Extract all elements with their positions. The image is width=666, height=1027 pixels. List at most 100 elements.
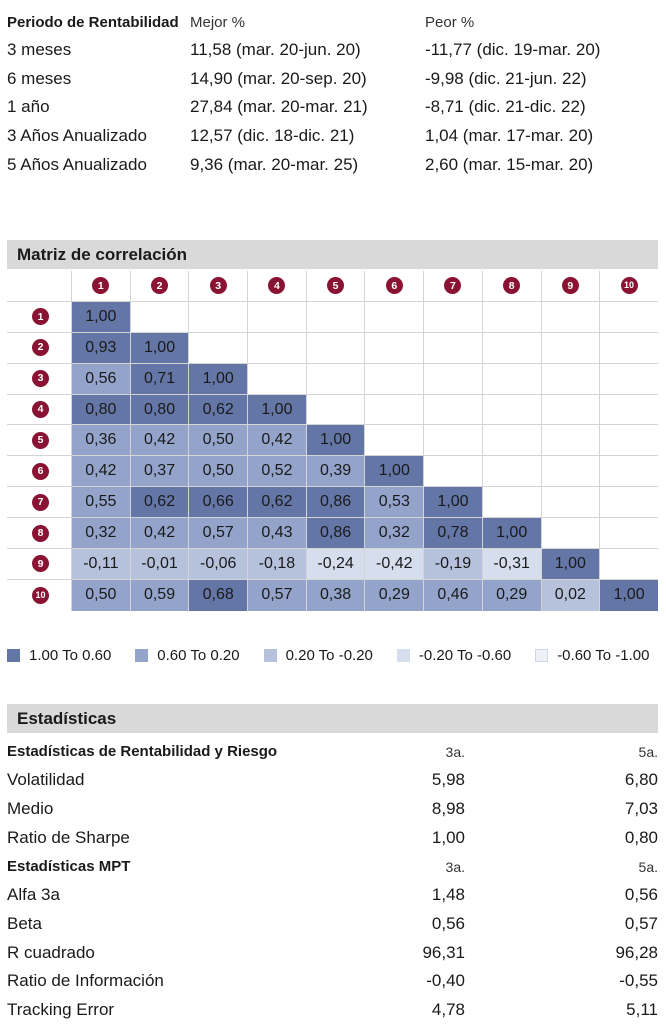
- stats-group-heading: Estadísticas de Rentabilidad y Riesgo 3a…: [7, 737, 658, 766]
- empty-cell: [540, 487, 600, 518]
- correlation-cell: 0,42: [247, 425, 306, 456]
- empty-cell: [599, 518, 658, 549]
- empty-cell: [305, 301, 365, 332]
- stat-3a: 1,00: [431, 827, 465, 847]
- row-number-badge: 4: [32, 401, 49, 418]
- row-number-badge: 3: [32, 370, 49, 388]
- column-header: 9: [540, 271, 600, 301]
- empty-cell: [599, 332, 658, 363]
- empty-cell: [364, 394, 423, 425]
- correlation-cell: 0,50: [188, 456, 248, 487]
- stat-label: Tracking Error: [7, 1000, 115, 1020]
- empty-cell: [423, 425, 482, 456]
- column-header: 1: [71, 271, 130, 301]
- row-header: 9: [7, 549, 71, 579]
- empty-cell: [305, 394, 365, 425]
- legend-label: 0.20 To -0.20: [285, 646, 373, 664]
- correlation-cell: 0,52: [247, 456, 306, 487]
- stat-5a: 96,28: [615, 942, 658, 962]
- stat-label: Beta: [7, 914, 42, 934]
- mejor-cell: 11,58 (mar. 20-jun. 20): [190, 40, 361, 60]
- row-number-badge: 6: [32, 462, 49, 480]
- matrix-corner: [7, 271, 71, 301]
- empty-cell: [305, 332, 365, 363]
- header-peor: Peor %: [425, 13, 475, 31]
- rentabilidad-row: 5 Años Anualizado 9,36 (mar. 20-mar. 25)…: [7, 150, 662, 179]
- empty-cell: [364, 425, 423, 456]
- correlation-cell: 0,80: [129, 394, 189, 425]
- row-number-badge: 1: [32, 308, 49, 326]
- stat-3a: -0,40: [426, 971, 465, 991]
- stat-label: Ratio de Información: [7, 971, 164, 991]
- correlation-cell: 1,00: [540, 549, 600, 579]
- stat-5a: 0,80: [624, 827, 658, 847]
- mejor-cell: 12,57 (dic. 18-dic. 21): [190, 126, 355, 146]
- correlation-cell: 0,57: [247, 579, 306, 611]
- empty-cell: [129, 301, 189, 332]
- empty-cell: [247, 301, 306, 332]
- matrix-row: 8 0,32 0,42 0,57 0,43 0,86 0,32 0,78 1,00: [7, 518, 658, 550]
- correlation-cell: 0,86: [305, 518, 365, 549]
- stat-5a: 7,03: [624, 799, 658, 819]
- row-header: 1: [7, 302, 71, 332]
- correlation-cell: 0,29: [364, 579, 424, 611]
- column-number-badge: 4: [268, 277, 286, 295]
- legend-swatch: [135, 648, 149, 662]
- matrix-header-row: 1 2 3 4 5 6 7 8 9 10: [7, 271, 658, 302]
- correlation-cell: 0,59: [129, 579, 189, 611]
- stat-3a: 8,98: [431, 799, 465, 819]
- col-5a: 5a.: [638, 743, 658, 760]
- row-number-badge: 2: [32, 339, 49, 357]
- correlation-cell: 0,29: [481, 579, 541, 611]
- correlation-cell: 1,00: [247, 394, 306, 425]
- correlation-cell: 0,38: [305, 579, 365, 611]
- legend-swatch: [7, 648, 20, 662]
- correlation-cell: 1,00: [71, 301, 130, 332]
- matrix-row: 5 0,36 0,42 0,50 0,42 1,00: [7, 425, 658, 457]
- column-number-badge: 10: [620, 277, 638, 295]
- matrix-row: 6 0,42 0,37 0,50 0,52 0,39 1,00: [7, 456, 658, 488]
- periodo-cell: 6 meses: [7, 68, 72, 88]
- matrix-row: 2 0,93 1,00: [7, 332, 658, 364]
- correlation-cell: 0,43: [247, 518, 306, 549]
- empty-cell: [423, 394, 482, 425]
- empty-cell: [599, 425, 658, 456]
- matrix-row: 4 0,80 0,80 0,62 1,00: [7, 394, 658, 426]
- empty-cell: [423, 332, 482, 363]
- empty-cell: [247, 332, 306, 363]
- correlation-cell: 0,78: [423, 518, 482, 549]
- legend-item: -0.60 To -1.00: [535, 647, 649, 664]
- stat-label: Medio: [7, 799, 54, 819]
- legend-item: 0.20 To -0.20: [263, 646, 373, 664]
- stat-label: Volatilidad: [7, 770, 85, 790]
- correlation-matrix: 1 2 3 4 5 6 7 8 9 10 1 1,00 2 0,93 1,00 3 0,56 0,71 1,00 4 0…: [7, 271, 658, 611]
- correlation-cell: 0,02: [540, 579, 600, 611]
- correlation-cell: -0,06: [188, 549, 248, 579]
- stats-group-heading: Estadísticas MPT 3a. 5a.: [7, 852, 658, 881]
- empty-cell: [188, 332, 247, 363]
- legend-label: 1.00 To 0.60: [29, 646, 112, 664]
- correlation-cell: 0,46: [423, 579, 482, 611]
- column-header: 10: [599, 271, 658, 301]
- empty-cell: [599, 301, 658, 332]
- legend-item: 0.60 To 0.20: [135, 647, 240, 664]
- correlation-cell: 1,00: [599, 579, 658, 611]
- row-header: 6: [7, 456, 71, 486]
- rentabilidad-header-row: Periodo de Rentabilidad Mejor % Peor %: [7, 8, 662, 36]
- empty-cell: [481, 456, 541, 487]
- periodo-cell: 1 año: [7, 97, 50, 117]
- column-header: 5: [305, 271, 365, 301]
- empty-cell: [540, 456, 600, 487]
- correlation-cell: 0,66: [188, 487, 248, 518]
- column-header: 7: [423, 271, 482, 301]
- legend-swatch: [535, 648, 549, 662]
- row-number-badge: 10: [32, 586, 49, 604]
- correlation-cell: 0,57: [188, 518, 248, 549]
- empty-cell: [364, 301, 423, 332]
- row-header: 8: [7, 518, 71, 548]
- column-header: 4: [247, 271, 306, 301]
- empty-cell: [540, 332, 600, 363]
- column-header: 2: [129, 271, 189, 301]
- empty-cell: [481, 394, 541, 425]
- stat-3a: 5,98: [431, 770, 465, 790]
